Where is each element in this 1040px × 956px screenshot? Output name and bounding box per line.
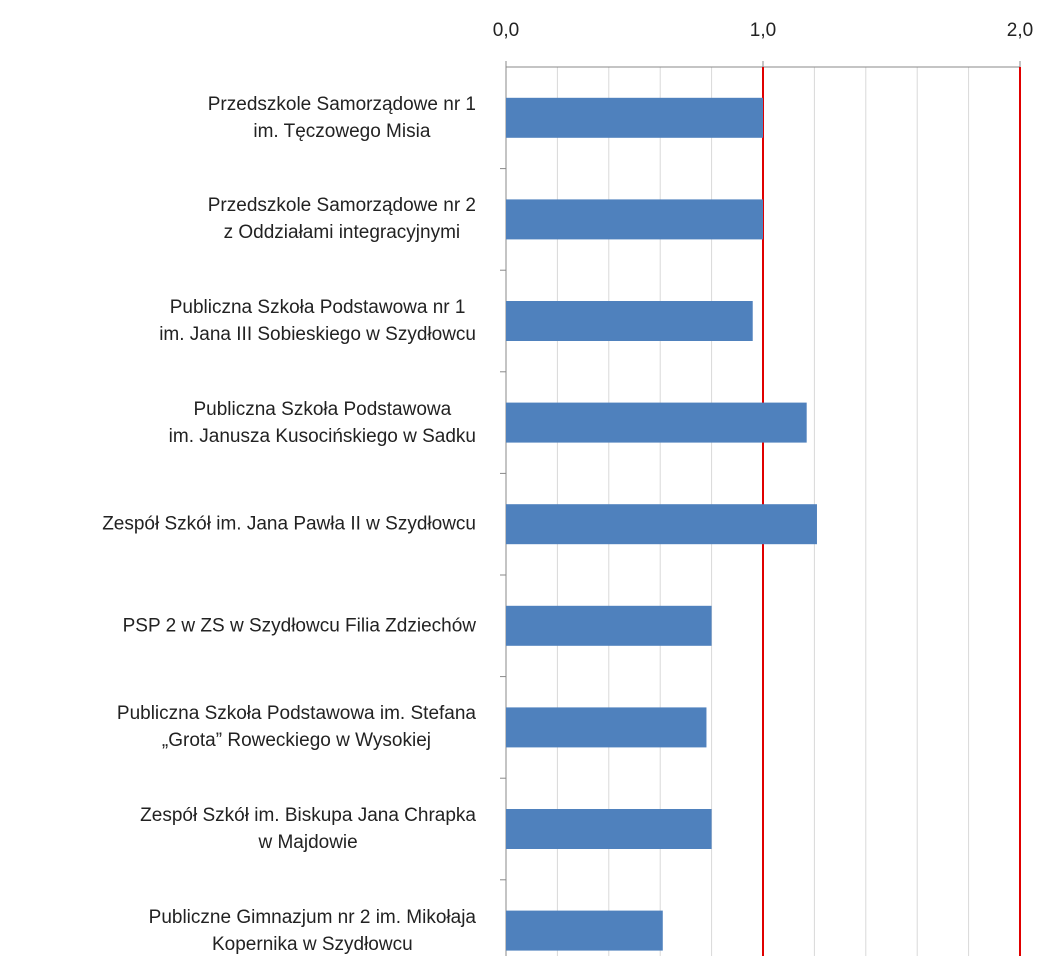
bar xyxy=(506,605,712,646)
x-tick-label: 2,0 xyxy=(1007,20,1033,41)
y-tick-label: Przedszkole Samorządowe nr 1 im. Tęczowe… xyxy=(207,93,476,142)
y-tick-label: Przedszkole Samorządowe nr 2 z Oddziałam… xyxy=(207,195,476,244)
bar xyxy=(506,402,807,443)
y-tick-label: Zespół Szkół im. Jana Pawła II w Szydłow… xyxy=(102,513,476,535)
bar xyxy=(506,301,753,341)
bar xyxy=(506,809,712,849)
bar xyxy=(506,910,663,951)
bar xyxy=(506,97,763,138)
bar xyxy=(506,504,817,545)
y-tick-label: Publiczne Gimnazjum nr 2 im. Mikołaja Ko… xyxy=(148,906,476,955)
bar xyxy=(506,707,707,748)
y-tick-label: Zespół Szkół im. Biskupa Jana Chrapka w … xyxy=(140,805,476,853)
y-tick-label: Publiczna Szkoła Podstawowa nr 1 im. Jan… xyxy=(159,297,476,345)
x-tick-label: 1,0 xyxy=(750,20,776,41)
y-tick-label: PSP 2 w ZS w Szydłowcu Filia Zdziechów xyxy=(122,615,476,637)
x-tick-label: 0,0 xyxy=(493,20,519,41)
y-tick-label: Publiczna Szkoła Podstawowa im. Stefana … xyxy=(116,703,476,752)
bar xyxy=(506,199,763,240)
y-tick-label: Publiczna Szkoła Podstawowa im. Janusza … xyxy=(168,398,476,447)
